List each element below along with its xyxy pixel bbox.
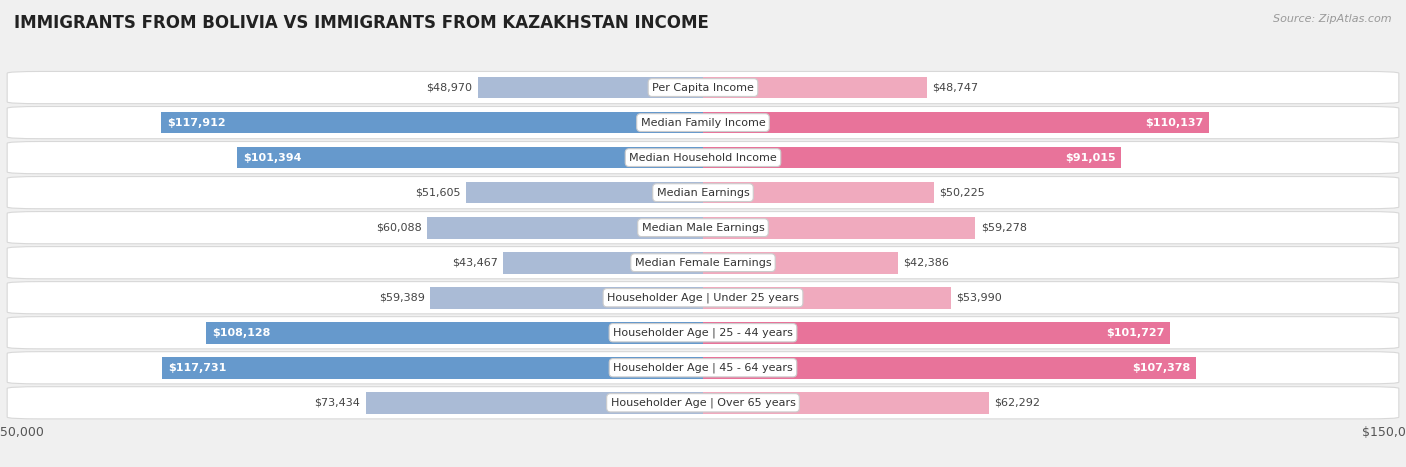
Text: $62,292: $62,292 <box>994 398 1040 408</box>
Text: $117,731: $117,731 <box>167 363 226 373</box>
Text: Householder Age | 25 - 44 years: Householder Age | 25 - 44 years <box>613 327 793 338</box>
Text: $60,088: $60,088 <box>375 223 422 233</box>
Bar <box>703 252 897 274</box>
FancyBboxPatch shape <box>7 317 1399 349</box>
FancyBboxPatch shape <box>7 142 1399 174</box>
Text: $73,434: $73,434 <box>315 398 360 408</box>
Text: $42,386: $42,386 <box>903 258 949 268</box>
Text: Householder Age | Over 65 years: Householder Age | Over 65 years <box>610 397 796 408</box>
FancyBboxPatch shape <box>7 352 1399 384</box>
Text: $50,225: $50,225 <box>939 188 986 198</box>
Bar <box>703 112 1209 134</box>
Bar <box>703 77 927 99</box>
FancyBboxPatch shape <box>7 212 1399 244</box>
Text: $48,970: $48,970 <box>426 83 472 92</box>
Text: $110,137: $110,137 <box>1144 118 1204 127</box>
FancyBboxPatch shape <box>7 387 1399 419</box>
Bar <box>703 357 1197 379</box>
Text: Median Family Income: Median Family Income <box>641 118 765 127</box>
FancyBboxPatch shape <box>7 282 1399 314</box>
Text: $51,605: $51,605 <box>415 188 461 198</box>
Text: $107,378: $107,378 <box>1132 363 1191 373</box>
Text: $43,467: $43,467 <box>451 258 498 268</box>
Bar <box>703 147 1121 169</box>
Bar <box>162 357 703 379</box>
Text: $108,128: $108,128 <box>212 328 270 338</box>
Bar <box>478 77 703 99</box>
Text: Householder Age | Under 25 years: Householder Age | Under 25 years <box>607 292 799 303</box>
Text: Source: ZipAtlas.com: Source: ZipAtlas.com <box>1274 14 1392 24</box>
Text: Householder Age | 45 - 64 years: Householder Age | 45 - 64 years <box>613 362 793 373</box>
Bar <box>238 147 703 169</box>
Text: Median Male Earnings: Median Male Earnings <box>641 223 765 233</box>
Bar <box>427 217 703 239</box>
Text: Median Earnings: Median Earnings <box>657 188 749 198</box>
Text: $91,015: $91,015 <box>1064 153 1115 163</box>
Bar <box>703 217 976 239</box>
Bar <box>703 392 988 414</box>
Bar <box>465 182 703 204</box>
Text: Per Capita Income: Per Capita Income <box>652 83 754 92</box>
FancyBboxPatch shape <box>7 71 1399 104</box>
Text: $48,747: $48,747 <box>932 83 979 92</box>
Text: $101,394: $101,394 <box>243 153 301 163</box>
Text: IMMIGRANTS FROM BOLIVIA VS IMMIGRANTS FROM KAZAKHSTAN INCOME: IMMIGRANTS FROM BOLIVIA VS IMMIGRANTS FR… <box>14 14 709 32</box>
Bar <box>503 252 703 274</box>
Bar <box>162 112 703 134</box>
FancyBboxPatch shape <box>7 177 1399 209</box>
Text: $117,912: $117,912 <box>167 118 225 127</box>
Text: Median Female Earnings: Median Female Earnings <box>634 258 772 268</box>
Bar <box>366 392 703 414</box>
Bar <box>703 287 950 309</box>
Text: $59,278: $59,278 <box>981 223 1026 233</box>
Text: $101,727: $101,727 <box>1107 328 1164 338</box>
FancyBboxPatch shape <box>7 247 1399 279</box>
Bar <box>207 322 703 344</box>
Bar <box>703 322 1170 344</box>
Bar <box>703 182 934 204</box>
FancyBboxPatch shape <box>7 106 1399 139</box>
Text: Median Household Income: Median Household Income <box>628 153 778 163</box>
Text: $53,990: $53,990 <box>956 293 1002 303</box>
Text: $59,389: $59,389 <box>378 293 425 303</box>
Bar <box>430 287 703 309</box>
